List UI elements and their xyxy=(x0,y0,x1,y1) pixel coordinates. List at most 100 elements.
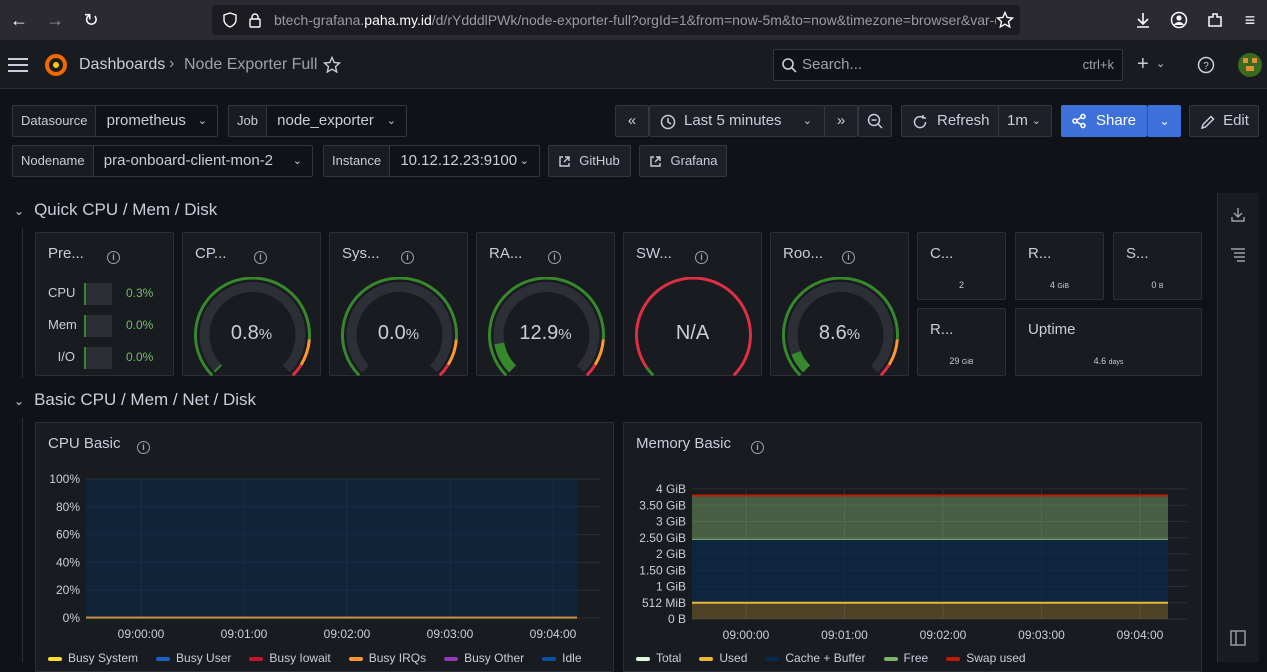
grafana-link[interactable]: Grafana xyxy=(639,145,727,177)
reload-icon[interactable]: ↻ xyxy=(83,10,99,30)
nodename-variable[interactable]: Nodename pra-onboard-client-mon-2 ⌄ xyxy=(12,145,313,177)
refresh-interval-picker[interactable]: 1m ⌄ xyxy=(998,105,1052,137)
svg-text:?: ? xyxy=(1203,61,1209,72)
legend-item[interactable]: Free xyxy=(883,651,928,665)
help-icon[interactable]: ? xyxy=(1197,56,1215,74)
edit-button[interactable]: Edit xyxy=(1189,105,1259,137)
row-basic-cpu-mem-net-disk[interactable]: ⌄ Basic CPU / Mem / Net / Disk xyxy=(14,390,256,410)
zoom-out-button[interactable] xyxy=(858,105,892,137)
new-plus-icon[interactable]: + xyxy=(1137,53,1149,75)
github-link[interactable]: GitHub xyxy=(548,145,631,177)
stat-panel: R... 29 GiB xyxy=(917,308,1006,376)
job-label: Job xyxy=(229,106,267,136)
extensions-icon[interactable] xyxy=(1206,11,1224,29)
info-icon[interactable]: i xyxy=(401,247,414,264)
account-icon[interactable] xyxy=(1170,11,1188,29)
row-quick-cpu-mem-disk[interactable]: ⌄ Quick CPU / Mem / Disk xyxy=(14,200,217,220)
row-guide-line xyxy=(22,418,23,662)
time-forward-button[interactable]: » xyxy=(824,105,858,137)
info-icon[interactable]: i xyxy=(751,437,764,454)
user-avatar[interactable] xyxy=(1238,53,1262,77)
series-area-idle xyxy=(86,479,577,617)
legend-item[interactable]: Busy Other xyxy=(444,651,524,665)
refresh-interval-value: 1m xyxy=(1007,112,1028,129)
info-icon[interactable]: i xyxy=(842,247,855,264)
stat-value: 2 xyxy=(918,280,1005,290)
breadcrumb-dashboards[interactable]: Dashboards xyxy=(79,56,166,73)
info-icon[interactable]: i xyxy=(107,247,120,264)
legend-item[interactable]: Busy User xyxy=(156,651,231,665)
datasource-variable[interactable]: Datasource prometheus ⌄ xyxy=(12,105,218,137)
hamburger-menu-icon[interactable] xyxy=(8,57,28,73)
gauge-value-arc xyxy=(791,350,811,373)
dock-panel-icon[interactable] xyxy=(1230,630,1246,646)
legend-swatch xyxy=(249,656,264,661)
cpu-basic-chart[interactable]: 100% 80% 60% 40% 20% 0% 09:00:00 09:01:00 09:02:… xyxy=(36,463,615,643)
back-icon[interactable]: ← xyxy=(10,10,28,30)
legend-swatch xyxy=(348,656,363,661)
memory-basic-chart[interactable]: 4 GiB 3.50 GiB 3 GiB 2.50 GiB 2 GiB 1.50 GiB 1… xyxy=(624,463,1203,643)
search-box[interactable]: Search... ctrl+k xyxy=(773,49,1123,81)
instance-value: 10.12.12.23:9100 xyxy=(400,152,518,169)
x-tick-label: 09:04:00 xyxy=(1117,628,1164,642)
gauge-value: 0.8% xyxy=(183,322,320,345)
legend-item[interactable]: Busy System xyxy=(48,651,138,665)
legend-item[interactable]: Busy IRQs xyxy=(348,651,426,665)
row-title: Basic CPU / Mem / Net / Disk xyxy=(34,390,257,409)
pressure-row: Mem 0.0% xyxy=(36,315,175,337)
time-range-picker[interactable]: Last 5 minutes ⌄ xyxy=(649,105,825,137)
instance-variable[interactable]: Instance 10.12.12.23:9100 ⌄ xyxy=(323,145,540,177)
share-label: Share xyxy=(1096,112,1137,129)
stat-unit: days xyxy=(1108,359,1124,366)
y-tick-label: 80% xyxy=(56,500,80,514)
info-icon[interactable]: i xyxy=(254,247,267,264)
url-prefix: btech-grafana. xyxy=(274,12,365,28)
legend-item[interactable]: Swap used xyxy=(946,651,1026,665)
gauge-panel: Roo... i 8.6% xyxy=(770,232,909,377)
share-button[interactable]: Share xyxy=(1061,105,1147,137)
panel-title: Sys... xyxy=(342,245,380,262)
series-area-cache-buffer xyxy=(692,539,1168,603)
row-guide-line xyxy=(22,228,23,378)
stat-unit: GiB xyxy=(1057,283,1070,290)
breadcrumb-current: Node Exporter Full xyxy=(184,56,318,73)
refresh-button[interactable]: Refresh xyxy=(901,105,999,137)
right-side-rail xyxy=(1217,193,1259,662)
panel-title: Uptime xyxy=(1028,321,1076,338)
legend-item[interactable]: Cache + Buffer xyxy=(765,651,866,665)
gauge-number: 8.6 xyxy=(818,322,847,344)
legend-label: Cache + Buffer xyxy=(785,651,866,665)
legend-item[interactable]: Busy Iowait xyxy=(249,651,331,665)
info-icon[interactable]: i xyxy=(548,247,561,264)
pressure-row: CPU 0.3% xyxy=(36,283,175,305)
stat-value: 4 GiB xyxy=(1016,280,1103,290)
y-tick-label: 20% xyxy=(56,583,80,597)
external-link-icon xyxy=(559,156,570,167)
info-icon[interactable]: i xyxy=(695,247,708,264)
menu-icon[interactable]: ≡ xyxy=(1244,10,1256,30)
legend-swatch xyxy=(699,656,714,661)
grafana-logo-icon[interactable] xyxy=(44,53,68,77)
pressure-label: Mem xyxy=(48,317,77,332)
forward-icon[interactable]: → xyxy=(46,10,64,30)
job-variable[interactable]: Job node_exporter ⌄ xyxy=(228,105,407,137)
outline-list-icon[interactable] xyxy=(1230,246,1246,262)
pressure-value: 0.0% xyxy=(126,318,154,332)
chevron-down-icon[interactable]: ⌄ xyxy=(1156,58,1166,70)
legend-item[interactable]: Idle xyxy=(542,651,582,665)
download-icon[interactable] xyxy=(1230,207,1246,223)
favorite-star-icon[interactable] xyxy=(323,56,341,74)
info-icon[interactable]: i xyxy=(137,437,150,454)
bookmark-star-icon[interactable] xyxy=(996,11,1014,29)
url-bar[interactable]: btech-grafana.paha.my.id/d/rYdddlPWk/nod… xyxy=(212,5,1020,35)
time-back-button[interactable]: « xyxy=(615,105,649,137)
download-icon[interactable] xyxy=(1134,11,1152,29)
panel-title: CPU Basic xyxy=(48,435,121,452)
pressure-label: CPU xyxy=(48,285,76,300)
legend-item[interactable]: Total xyxy=(636,651,681,665)
y-tick-label: 4 GiB xyxy=(656,482,686,496)
legend-swatch xyxy=(765,656,780,661)
y-tick-label: 512 MiB xyxy=(642,596,686,610)
legend-item[interactable]: Used xyxy=(699,651,747,665)
share-dropdown-button[interactable]: ⌄ xyxy=(1147,105,1181,137)
